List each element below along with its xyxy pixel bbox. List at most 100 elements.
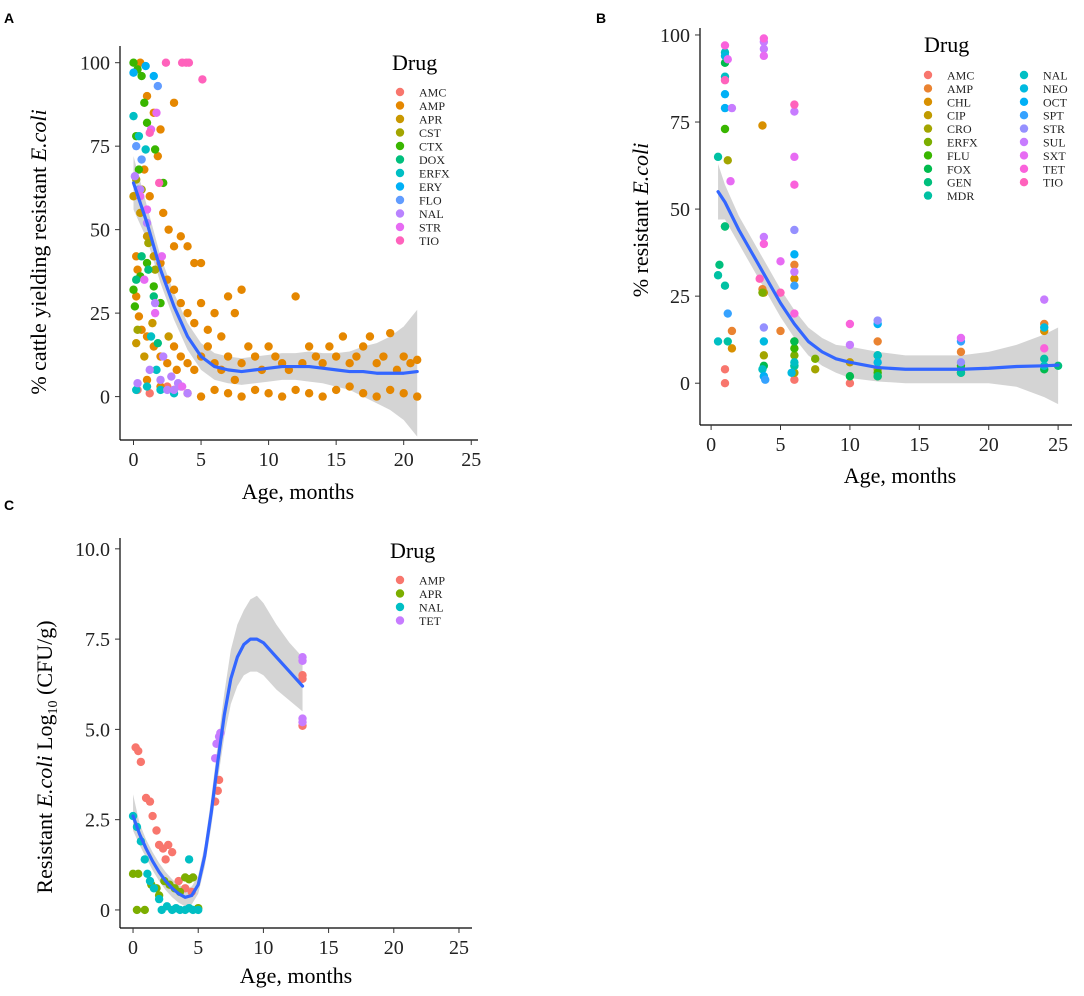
data-point [183,242,192,251]
data-point [759,323,769,332]
data-point [140,905,149,915]
data-point [184,58,194,67]
legend-key [1019,124,1029,133]
legend-key [395,87,405,97]
legend-key [395,128,405,137]
y-tick-label: 50 [90,220,110,242]
legend-key [395,101,405,110]
data-point [720,281,730,290]
legend-key [1019,164,1029,173]
smooth-line [131,637,305,899]
data-point [140,352,149,361]
data-point [183,389,192,398]
legend-title-c: Drug [390,538,435,563]
data-point [790,250,799,259]
data-point [134,869,143,879]
data-point [153,151,163,161]
data-point [776,326,785,336]
data-point [720,365,730,374]
x-tick-label: 25 [449,937,469,959]
data-point [169,285,179,294]
legend-key [923,97,933,107]
legend-key [1019,97,1029,107]
data-point [167,847,177,857]
legend-label: OCT [1043,95,1068,109]
data-point [172,365,181,375]
data-point [298,674,307,684]
legend-label: FLO [419,194,442,208]
data-point [223,352,233,361]
data-point [726,177,735,186]
x-tick-label: 0 [706,434,716,456]
data-point [720,41,730,50]
data-point [148,811,157,821]
data-point [250,352,260,361]
data-point [372,392,381,401]
data-point [129,58,138,67]
legend-label: FLU [947,149,970,163]
data-point [759,232,769,242]
x-tick-label: 0 [128,937,138,959]
data-point [1040,295,1049,304]
data-point [713,271,723,280]
data-point [132,275,141,284]
data-point [720,379,730,388]
legend-key [395,236,405,245]
legend-key [923,164,933,173]
data-point [720,103,730,113]
data-point [873,358,882,367]
data-point [140,855,149,864]
data-point [723,337,732,346]
data-point [237,392,246,401]
data-point [873,316,882,325]
data-point [1040,323,1049,332]
data-point [176,298,185,308]
data-point [720,89,730,99]
data-point [811,365,820,374]
data-point [345,359,354,368]
data-point [723,55,732,64]
data-point [331,352,341,361]
data-point [311,352,321,361]
series-str [759,225,966,367]
legend-label: GEN [947,176,972,190]
series-fox [720,58,1049,381]
y-tick-label: 7.5 [85,629,110,651]
legend-key [1019,137,1029,147]
data-point [152,826,161,835]
data-point [129,285,138,294]
data-point [264,342,273,351]
data-point [790,375,799,384]
data-point [150,308,160,318]
legend-label: DOX [419,153,445,167]
data-point [790,180,799,189]
legend-label: MDR [947,189,974,203]
series-ery [129,61,158,81]
data-point [190,258,199,268]
series-tet [720,34,1049,353]
x-axis-title-a: Age, months [242,479,354,504]
data-point [161,855,170,864]
data-point [298,656,307,665]
x-tick-label: 10 [840,434,860,456]
legend-label: AMP [947,82,973,96]
series-chl [727,121,1049,353]
legend-title-a: Drug [392,50,437,75]
x-tick-label: 0 [129,449,139,471]
data-point [161,58,171,67]
data-point [129,68,138,77]
data-point [190,365,199,375]
data-point [264,389,273,398]
data-point [132,385,141,395]
data-point [230,308,240,318]
data-point [184,855,194,864]
data-point [210,385,219,395]
y-tick-label: 0 [100,900,110,922]
data-point [141,61,150,71]
data-point [159,352,168,361]
y-tick-label: 0 [680,373,690,395]
legend-label: SPT [1043,109,1064,123]
